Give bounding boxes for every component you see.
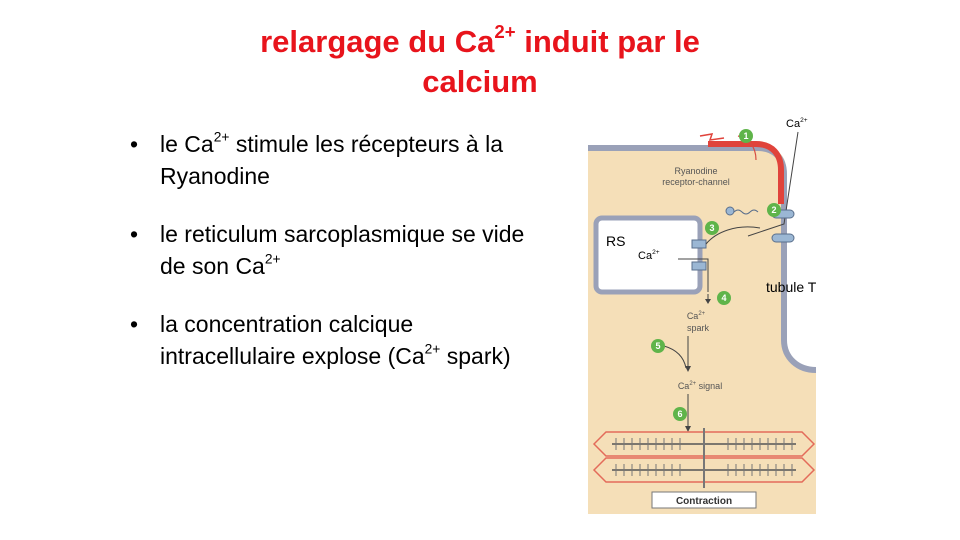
step-1-badge	[739, 129, 753, 143]
bullet-item: la concentration calcique intracellulair…	[130, 308, 530, 372]
bullet-text: la concentration calcique intracellulair…	[160, 311, 425, 369]
step-5-badge	[651, 339, 665, 353]
depolarization-band	[708, 141, 784, 204]
step-2-number: 2	[771, 205, 776, 215]
arrowhead	[705, 299, 711, 304]
step5-arrow	[663, 345, 687, 369]
bullet-text: le Ca	[160, 131, 214, 157]
ryanodine-label-2: receptor-channel	[662, 177, 730, 187]
contraction-label: Contraction	[676, 496, 732, 507]
diagram-figure: 1 2 3 4 5 6 Ryanodine receptor-channel C…	[588, 112, 838, 514]
slide-title: relargage du Ca2+ induit par le calcium	[160, 22, 800, 102]
sarcomere-outline-2	[592, 457, 816, 483]
title-text-1: relargage du Ca	[260, 24, 495, 59]
depolarization-arrow	[699, 133, 725, 141]
title-text-2: induit par le	[515, 24, 700, 59]
step-4-badge	[717, 291, 731, 305]
step-6-badge	[673, 407, 687, 421]
ryanodine-label-1: Ryanodine	[674, 166, 717, 176]
spark-word: spark	[687, 323, 710, 333]
tubule-t-label: tubule T	[766, 279, 817, 295]
step-2-badge	[767, 203, 781, 217]
sarcomere-group	[592, 428, 816, 488]
step-4-number: 4	[721, 293, 726, 303]
step-1-number: 1	[743, 131, 748, 141]
step-6-number: 6	[677, 409, 682, 419]
ca-extracellular-label: Ca2+	[786, 117, 808, 130]
release-arrow	[678, 258, 709, 292]
step-3-number: 3	[709, 223, 714, 233]
calcium-entry-arrow	[747, 131, 799, 237]
title-text-3: calcium	[422, 64, 538, 99]
sensor-link	[733, 209, 759, 215]
arrowhead	[685, 426, 691, 432]
cross-bridges-2	[615, 464, 793, 476]
bullet-superscript: 2+	[264, 251, 281, 267]
step-3-badge	[705, 221, 719, 235]
channel-link-arrow	[705, 226, 761, 245]
rs-label: RS	[606, 233, 626, 249]
bullet-superscript: 2+	[213, 129, 230, 145]
arrowhead	[685, 366, 691, 372]
calcium-release-diagram: 1 2 3 4 5 6 Ryanodine receptor-channel C…	[588, 112, 838, 514]
bullet-list: le Ca2+ stimule les récepteurs à la Ryan…	[130, 128, 530, 398]
bullet-item: le Ca2+ stimule les récepteurs à la Ryan…	[130, 128, 530, 192]
contraction-box	[651, 491, 757, 509]
ryanodine-receptor-top	[691, 239, 707, 249]
bullet-text: stimule les récepteurs à la Ryanodine	[160, 131, 504, 189]
bullet-item: le reticulum sarcoplasmique se vide de s…	[130, 218, 530, 282]
dhp-channel-bottom	[771, 233, 795, 243]
title-superscript: 2+	[494, 21, 516, 43]
sarcomere-outline-1	[592, 431, 816, 457]
bullet-text: spark)	[440, 343, 511, 369]
step-5-number: 5	[655, 341, 660, 351]
ryanodine-receptor-bottom	[691, 261, 707, 271]
spark-label: Ca2+	[687, 311, 706, 321]
signal-label: Ca2+ signal	[678, 381, 722, 391]
bullet-superscript: 2+	[424, 341, 441, 357]
sarcoplasmic-reticulum	[593, 215, 703, 295]
voltage-sensor	[725, 206, 735, 216]
ca-rs-label: Ca2+	[638, 249, 660, 262]
cross-bridges-1	[615, 438, 793, 450]
bullet-text: le reticulum sarcoplasmique se vide de s…	[160, 221, 525, 279]
